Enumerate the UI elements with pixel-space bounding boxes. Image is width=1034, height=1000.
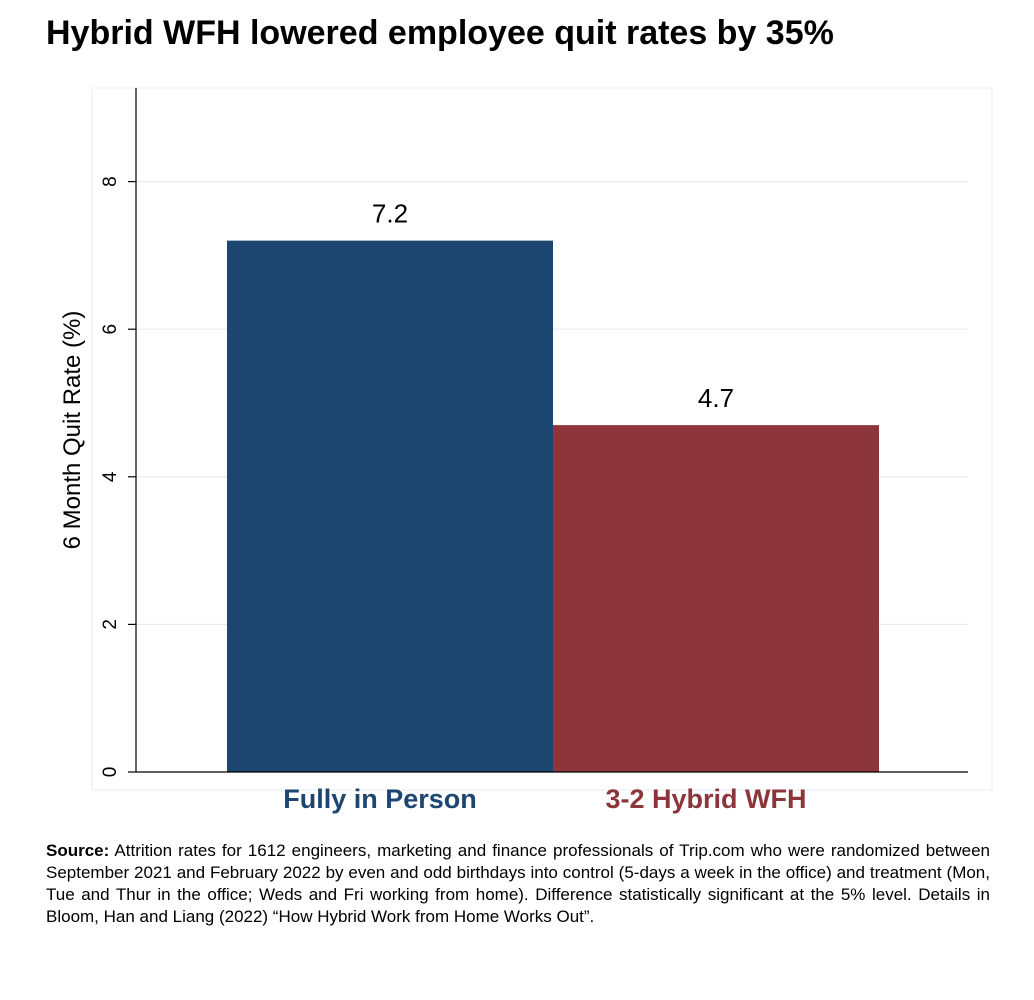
category-label-hybrid-wfh: 3-2 Hybrid WFH [605,784,807,814]
y-axis-ticks: 0 2 4 6 8 [100,176,136,777]
category-label-fully-in-person: Fully in Person [283,784,477,814]
y-tick-label: 8 [100,176,121,187]
plot-frame [91,87,993,791]
value-label: 7.2 [372,199,408,229]
y-tick-label: 4 [100,471,121,482]
value-labels: 7.2 4.7 [372,199,734,414]
bars [227,240,879,772]
source-text: Attrition rates for 1612 engineers, mark… [46,841,990,926]
source-label: Source: [46,841,110,860]
bar-1 [553,425,879,772]
value-label: 4.7 [698,383,734,413]
y-axis-label: 6 Month Quit Rate (%) [59,311,86,550]
source-footnote: Source: Attrition rates for 1612 enginee… [46,840,990,928]
bar-0 [227,240,553,772]
y-tick-label: 0 [100,767,121,778]
y-tick-label: 6 [100,324,121,335]
y-tick-label: 2 [100,619,121,630]
bar-chart: 7.2 4.7 0 2 4 6 8 6 Month Quit Rate (%) [59,87,993,791]
chart-title: Hybrid WFH lowered employee quit rates b… [46,14,834,52]
